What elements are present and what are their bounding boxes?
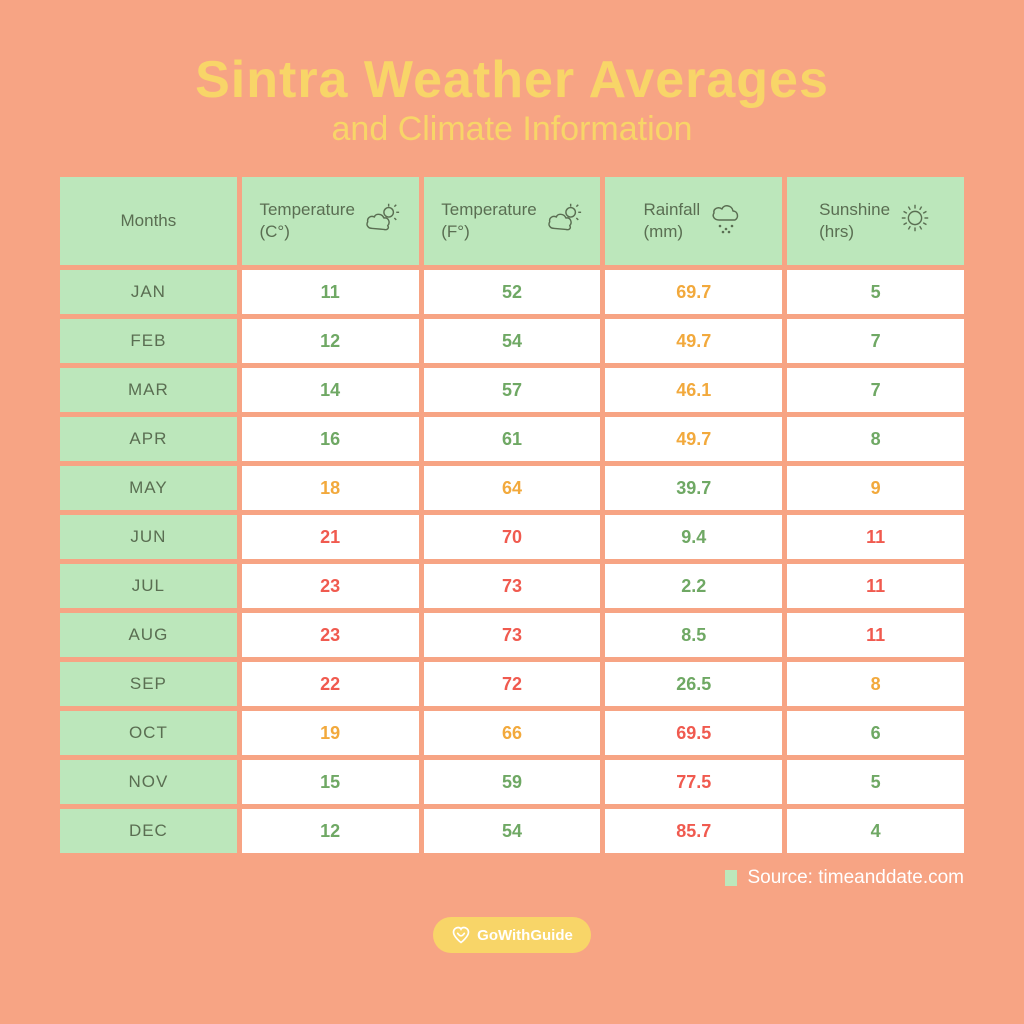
table-row: DEC125485.74	[60, 809, 964, 853]
data-cell: 12	[242, 809, 419, 853]
data-cell: 11	[787, 564, 964, 608]
data-cell: 8.5	[605, 613, 782, 657]
data-cell: 73	[424, 613, 601, 657]
data-cell: 5	[787, 270, 964, 314]
header-temperature: Temperature(F°)	[424, 177, 601, 265]
cloud-sun-icon	[545, 201, 583, 241]
header-label: Temperature(C°)	[259, 199, 354, 243]
data-cell: 49.7	[605, 319, 782, 363]
data-cell: 52	[424, 270, 601, 314]
data-cell: 9.4	[605, 515, 782, 559]
month-cell: AUG	[60, 613, 237, 657]
source-marker	[725, 870, 737, 886]
data-cell: 57	[424, 368, 601, 412]
rain-icon	[708, 200, 744, 242]
header-label: Rainfall(mm)	[643, 199, 700, 243]
header-label: Temperature(F°)	[441, 199, 536, 243]
table-row: AUG23738.511	[60, 613, 964, 657]
header-temperature: Temperature(C°)	[242, 177, 419, 265]
month-cell: OCT	[60, 711, 237, 755]
month-cell: NOV	[60, 760, 237, 804]
data-cell: 26.5	[605, 662, 782, 706]
sun-icon	[898, 201, 932, 241]
header-label: Sunshine(hrs)	[819, 199, 890, 243]
logo-badge: GoWithGuide	[433, 917, 591, 953]
data-cell: 9	[787, 466, 964, 510]
month-cell: JUL	[60, 564, 237, 608]
source-line: Source: timeanddate.com	[60, 867, 964, 889]
table-header-row: Months Temperature(C°) Temperature(F°) Rain…	[60, 177, 964, 265]
data-cell: 19	[242, 711, 419, 755]
data-cell: 6	[787, 711, 964, 755]
data-cell: 85.7	[605, 809, 782, 853]
table-row: FEB125449.77	[60, 319, 964, 363]
month-cell: JAN	[60, 270, 237, 314]
data-cell: 61	[424, 417, 601, 461]
data-cell: 46.1	[605, 368, 782, 412]
month-cell: APR	[60, 417, 237, 461]
data-cell: 70	[424, 515, 601, 559]
data-cell: 73	[424, 564, 601, 608]
month-cell: MAY	[60, 466, 237, 510]
month-cell: FEB	[60, 319, 237, 363]
page-title: Sintra Weather Averages	[195, 50, 829, 110]
page-subtitle: and Climate Information	[332, 110, 693, 149]
data-cell: 8	[787, 417, 964, 461]
data-cell: 21	[242, 515, 419, 559]
cloud-sun-icon	[363, 201, 401, 241]
source-text: Source: timeanddate.com	[747, 867, 964, 889]
data-cell: 7	[787, 319, 964, 363]
data-cell: 23	[242, 613, 419, 657]
data-cell: 77.5	[605, 760, 782, 804]
data-cell: 8	[787, 662, 964, 706]
table-row: JUL23732.211	[60, 564, 964, 608]
data-cell: 12	[242, 319, 419, 363]
data-cell: 2.2	[605, 564, 782, 608]
data-cell: 16	[242, 417, 419, 461]
data-cell: 39.7	[605, 466, 782, 510]
data-cell: 49.7	[605, 417, 782, 461]
table-row: APR166149.78	[60, 417, 964, 461]
data-cell: 14	[242, 368, 419, 412]
month-cell: DEC	[60, 809, 237, 853]
data-cell: 64	[424, 466, 601, 510]
data-cell: 5	[787, 760, 964, 804]
data-cell: 11	[242, 270, 419, 314]
data-cell: 15	[242, 760, 419, 804]
data-cell: 18	[242, 466, 419, 510]
data-cell: 11	[787, 613, 964, 657]
data-cell: 11	[787, 515, 964, 559]
data-cell: 7	[787, 368, 964, 412]
data-cell: 23	[242, 564, 419, 608]
month-cell: JUN	[60, 515, 237, 559]
data-cell: 66	[424, 711, 601, 755]
data-cell: 22	[242, 662, 419, 706]
data-cell: 59	[424, 760, 601, 804]
month-cell: SEP	[60, 662, 237, 706]
data-cell: 69.5	[605, 711, 782, 755]
data-cell: 54	[424, 319, 601, 363]
data-cell: 69.7	[605, 270, 782, 314]
table-row: MAY186439.79	[60, 466, 964, 510]
month-cell: MAR	[60, 368, 237, 412]
data-cell: 54	[424, 809, 601, 853]
table-row: SEP227226.58	[60, 662, 964, 706]
data-cell: 4	[787, 809, 964, 853]
table-row: JUN21709.411	[60, 515, 964, 559]
table-row: OCT196669.56	[60, 711, 964, 755]
weather-table: Months Temperature(C°) Temperature(F°) Rain…	[60, 177, 964, 853]
logo-text: GoWithGuide	[477, 927, 573, 944]
header-months: Months	[60, 177, 237, 265]
data-cell: 72	[424, 662, 601, 706]
header-rainfall: Rainfall(mm)	[605, 177, 782, 265]
table-row: JAN115269.75	[60, 270, 964, 314]
header-sunshine: Sunshine(hrs)	[787, 177, 964, 265]
header-label: Months	[121, 210, 177, 232]
table-row: NOV155977.55	[60, 760, 964, 804]
heart-icon	[451, 925, 471, 945]
table-row: MAR145746.17	[60, 368, 964, 412]
